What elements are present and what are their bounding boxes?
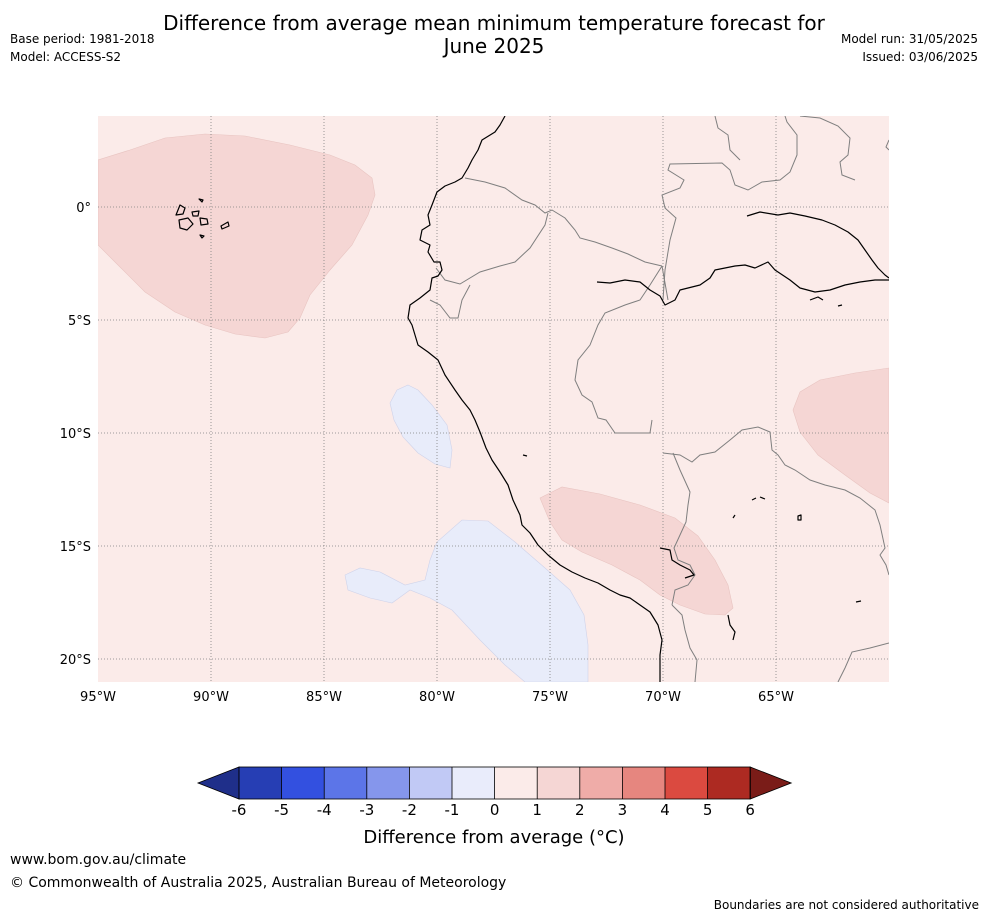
lon-label-90w: 90°W [193, 690, 229, 705]
colorbar-tick-label: 1 [532, 801, 542, 819]
colorbar-tick-label: 4 [660, 801, 670, 819]
colorbar [196, 766, 793, 800]
lat-label-0: 0° [76, 201, 91, 216]
colorbar-tick-label: -3 [359, 801, 374, 819]
colorbar-tick-label: -6 [232, 801, 247, 819]
colorbar-tick-label: -4 [317, 801, 332, 819]
colorbar-segment [409, 767, 453, 799]
lon-label-80w: 80°W [419, 690, 455, 705]
colorbar-tick-label: -5 [274, 801, 289, 819]
lat-tick-labels: 0° 5°S 10°S 15°S 20°S [60, 201, 91, 668]
lon-label-70w: 70°W [645, 690, 681, 705]
map-plot-area [98, 116, 889, 682]
coastlines [175, 116, 889, 682]
lat-label-5s: 5°S [68, 314, 91, 329]
colorbar-segment [494, 767, 538, 799]
colorbar-segment [707, 767, 751, 799]
colorbar-segment [537, 767, 581, 799]
colorbar-segment [579, 767, 623, 799]
colorbar-label: Difference from average (°C) [363, 827, 625, 848]
lat-label-10s: 10°S [60, 427, 91, 442]
anomaly-region-1-2-east [792, 367, 889, 504]
colorbar-tick-label: 3 [618, 801, 628, 819]
lat-label-15s: 15°S [60, 540, 91, 555]
colorbar-tick-label: 0 [490, 801, 500, 819]
lon-label-75w: 75°W [532, 690, 568, 705]
footer-url[interactable]: www.bom.gov.au/climate [10, 852, 187, 868]
colorbar-segment [622, 767, 666, 799]
lon-label-65w: 65°W [758, 690, 794, 705]
colorbar-ticks: -6 -5 -4 -3 -2 -1 0 1 2 3 4 5 6 [232, 801, 755, 819]
colorbar-segment [324, 767, 368, 799]
footer-disclaimer: Boundaries are not considered authoritat… [713, 898, 979, 912]
meta-left: Base period: 1981-2018 Model: ACCESS-S2 [10, 30, 155, 66]
country-borders [429, 116, 889, 682]
map-title: Difference from average mean minimum tem… [0, 12, 988, 58]
colorbar-extend-low [196, 766, 240, 800]
footer-copyright: © Commonwealth of Australia 2025, Austra… [10, 875, 507, 891]
anomaly-region-1-2-altiplano [539, 486, 734, 616]
colorbar-segment [452, 767, 495, 799]
lat-label-20s: 20°S [60, 653, 91, 668]
colorbar-tick-label: 5 [703, 801, 713, 819]
issued-text: Issued: 03/06/2025 [862, 50, 978, 64]
base-period-text: Base period: 1981-2018 [10, 32, 155, 46]
colorbar-segment [366, 767, 410, 799]
gridlines [98, 116, 889, 682]
title-line-2: June 2025 [443, 34, 545, 58]
anomaly-region-neg-chile [344, 519, 589, 682]
colorbar-extend-high [749, 766, 793, 800]
colorbar-segment [281, 767, 325, 799]
colorbar-tick-label: -1 [445, 801, 460, 819]
colorbar-tick-label: 6 [745, 801, 755, 819]
colorbar-segment [239, 767, 282, 799]
lon-tick-labels: 95°W 90°W 85°W 80°W 75°W 70°W 65°W [80, 690, 794, 705]
anomaly-region-neg-peru [389, 384, 453, 469]
model-text: Model: ACCESS-S2 [10, 50, 122, 64]
anomaly-region-1-2-galapagos [98, 133, 376, 339]
title-line-1: Difference from average mean minimum tem… [163, 11, 825, 35]
model-run-text: Model run: 31/05/2025 [840, 32, 978, 46]
colorbar-tick-label: -2 [402, 801, 417, 819]
lon-label-95w: 95°W [80, 690, 116, 705]
colorbar-segment [665, 767, 708, 799]
meta-right: Model run: 31/05/2025 Issued: 03/06/2025 [841, 30, 978, 66]
lon-label-85w: 85°W [306, 690, 342, 705]
colorbar-tick-label: 2 [575, 801, 585, 819]
